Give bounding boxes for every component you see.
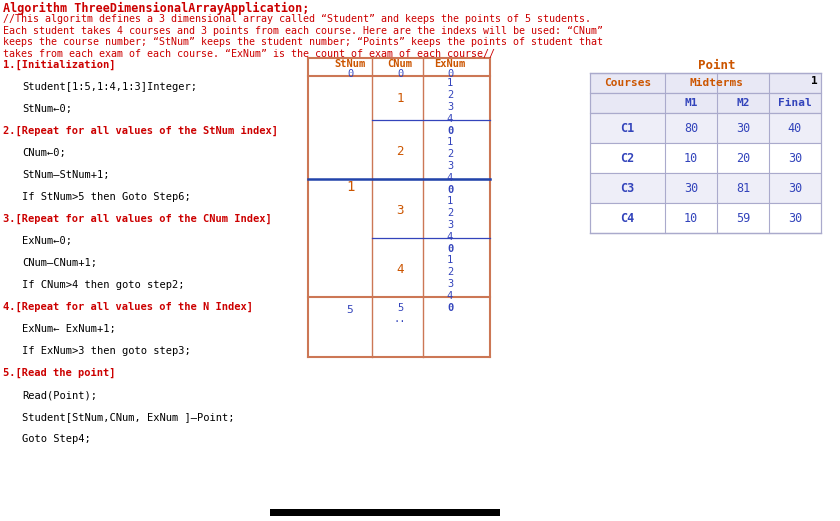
Text: Each student takes 4 courses and 3 points from each course. Here are the indexs : Each student takes 4 courses and 3 point… (3, 26, 603, 35)
Text: 4: 4 (396, 263, 404, 276)
Text: Point: Point (698, 59, 736, 72)
Text: 1: 1 (811, 76, 818, 86)
Text: 0: 0 (447, 184, 453, 194)
Text: 1: 1 (447, 78, 453, 89)
Text: 4: 4 (447, 232, 453, 242)
Text: 10: 10 (684, 152, 698, 165)
Text: Read(Point);: Read(Point); (22, 390, 97, 400)
Bar (270, 509, 500, 516)
Text: 1: 1 (396, 92, 404, 105)
Text: 3: 3 (396, 204, 404, 217)
Bar (590, 143, 821, 173)
Bar (590, 113, 821, 143)
Text: StNum←0;: StNum←0; (22, 104, 72, 114)
Text: ExNum←0;: ExNum←0; (22, 236, 72, 246)
Text: 5: 5 (347, 305, 354, 315)
Text: 1: 1 (447, 196, 453, 206)
Text: 5: 5 (396, 303, 403, 313)
Text: Courses: Courses (604, 78, 651, 88)
Bar (590, 93, 821, 113)
Text: 3: 3 (447, 279, 453, 289)
Text: 5.[Read the point]: 5.[Read the point] (3, 368, 116, 378)
Text: 2: 2 (447, 90, 453, 100)
Text: 30: 30 (788, 152, 802, 165)
Text: 30: 30 (788, 212, 802, 225)
Text: ExNum: ExNum (434, 59, 465, 69)
Text: M2: M2 (736, 98, 750, 108)
Text: 40: 40 (788, 121, 802, 134)
Text: 1: 1 (447, 138, 453, 147)
Text: 1: 1 (346, 180, 354, 194)
Text: 2: 2 (447, 149, 453, 159)
Text: 30: 30 (736, 121, 750, 134)
Text: C3: C3 (621, 181, 635, 194)
Text: M1: M1 (685, 98, 698, 108)
Text: 80: 80 (684, 121, 698, 134)
Text: Midterms: Midterms (690, 78, 744, 88)
Text: ExNum← ExNum+1;: ExNum← ExNum+1; (22, 324, 116, 334)
Bar (590, 203, 821, 233)
Text: Student[StNum,CNum, ExNum ]—Point;: Student[StNum,CNum, ExNum ]—Point; (22, 412, 234, 422)
Text: CNum: CNum (387, 59, 412, 69)
Text: StNum—StNum+1;: StNum—StNum+1; (22, 170, 109, 180)
Text: C2: C2 (621, 152, 635, 165)
Text: Goto Step4;: Goto Step4; (22, 434, 91, 444)
Text: 3.[Repeat for all values of the CNum Index]: 3.[Repeat for all values of the CNum Ind… (3, 214, 272, 224)
Text: If ExNum>3 then goto step3;: If ExNum>3 then goto step3; (22, 346, 191, 356)
Text: ..: .. (394, 314, 407, 325)
Text: 2: 2 (447, 267, 453, 277)
Text: 0: 0 (347, 69, 353, 79)
Text: Algorithm ThreeDimensionalArrayApplication;: Algorithm ThreeDimensionalArrayApplicati… (3, 2, 309, 15)
Text: If StNum>5 then Goto Step6;: If StNum>5 then Goto Step6; (22, 192, 191, 202)
Text: 1: 1 (447, 255, 453, 265)
Text: 2.[Repeat for all values of the StNum index]: 2.[Repeat for all values of the StNum in… (3, 126, 278, 137)
Text: 1.[Initialization]: 1.[Initialization] (3, 60, 116, 70)
Text: Student[1:5,1:4,1:3]Integer;: Student[1:5,1:4,1:3]Integer; (22, 82, 197, 92)
Text: If CNum>4 then goto step2;: If CNum>4 then goto step2; (22, 280, 185, 290)
Text: keeps the course number; “StNum” keeps the student number; “Points” keeps the po: keeps the course number; “StNum” keeps t… (3, 37, 603, 47)
Text: 0: 0 (396, 69, 403, 79)
Text: C4: C4 (621, 212, 635, 225)
Text: 0: 0 (447, 69, 453, 79)
Text: 59: 59 (736, 212, 750, 225)
Text: 30: 30 (684, 181, 698, 194)
Text: 2: 2 (447, 208, 453, 218)
Text: Final: Final (778, 98, 812, 108)
Text: 10: 10 (684, 212, 698, 225)
Text: CNum—CNum+1;: CNum—CNum+1; (22, 258, 97, 268)
Bar (590, 73, 821, 93)
Text: 0: 0 (447, 243, 453, 254)
Text: 3: 3 (447, 161, 453, 171)
Bar (590, 173, 821, 203)
Text: CNum←0;: CNum←0; (22, 148, 66, 158)
Text: StNum: StNum (334, 59, 365, 69)
Text: C1: C1 (621, 121, 635, 134)
Text: //This algoritm defines a 3 dimensional array called “Student” and keeps the poi: //This algoritm defines a 3 dimensional … (3, 14, 591, 24)
Text: 4: 4 (447, 173, 453, 183)
Text: 30: 30 (788, 181, 802, 194)
Text: 81: 81 (736, 181, 750, 194)
Text: 3: 3 (447, 220, 453, 230)
Text: takes from each exam of each course. “ExNum” is the count of exam of each course: takes from each exam of each course. “Ex… (3, 48, 495, 58)
Text: 4: 4 (447, 291, 453, 301)
Text: 0: 0 (447, 126, 453, 135)
Text: 4: 4 (447, 114, 453, 124)
Text: 0: 0 (447, 303, 453, 313)
Text: 4.[Repeat for all values of the N Index]: 4.[Repeat for all values of the N Index] (3, 302, 253, 312)
Text: 2: 2 (396, 145, 404, 158)
Text: 3: 3 (447, 102, 453, 112)
Text: 20: 20 (736, 152, 750, 165)
